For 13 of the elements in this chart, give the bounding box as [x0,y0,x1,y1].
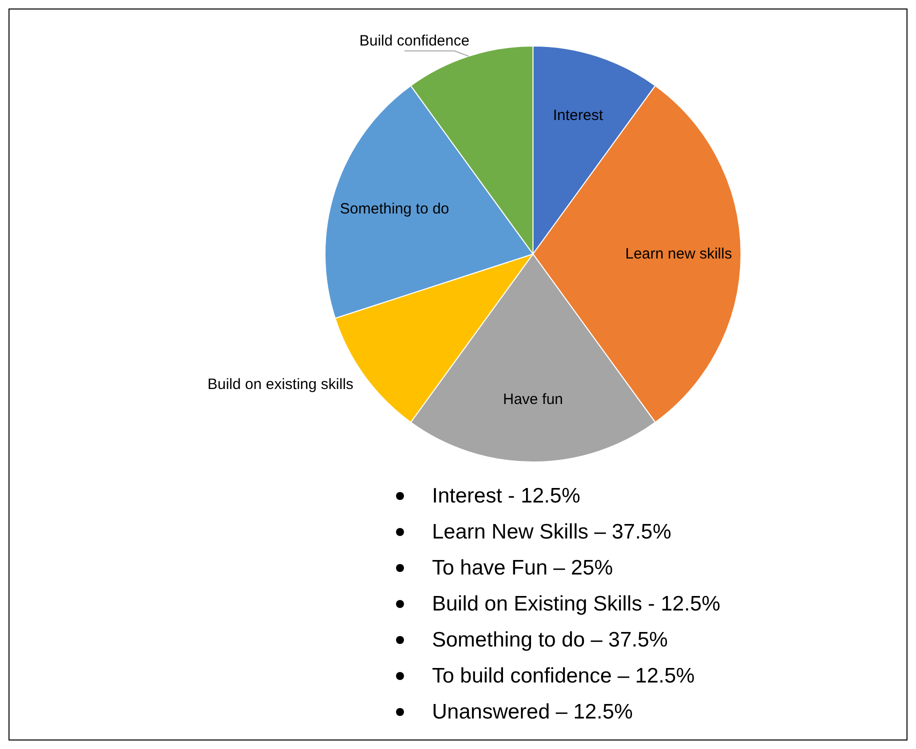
text: Interest - 12.5% [432,484,580,508]
text: Unanswered – 12.5% [432,700,633,724]
slice-label: Interest [552,107,604,124]
slice-label: Build confidence [359,32,470,50]
text: Learn New Skills – 37.5% [432,520,672,544]
slice-label: Have fun [502,391,564,408]
text: To have Fun – 25% [432,556,613,580]
text: Something to do – 37.5% [432,628,668,652]
slice-label: Build on existing skills [207,376,354,393]
slice-label: Learn new skills [625,246,732,262]
text: Build on Existing Skills - 12.5% [432,592,720,616]
text: To build confidence – 12.5% [432,664,695,688]
slice-label: Something to do [340,200,450,218]
